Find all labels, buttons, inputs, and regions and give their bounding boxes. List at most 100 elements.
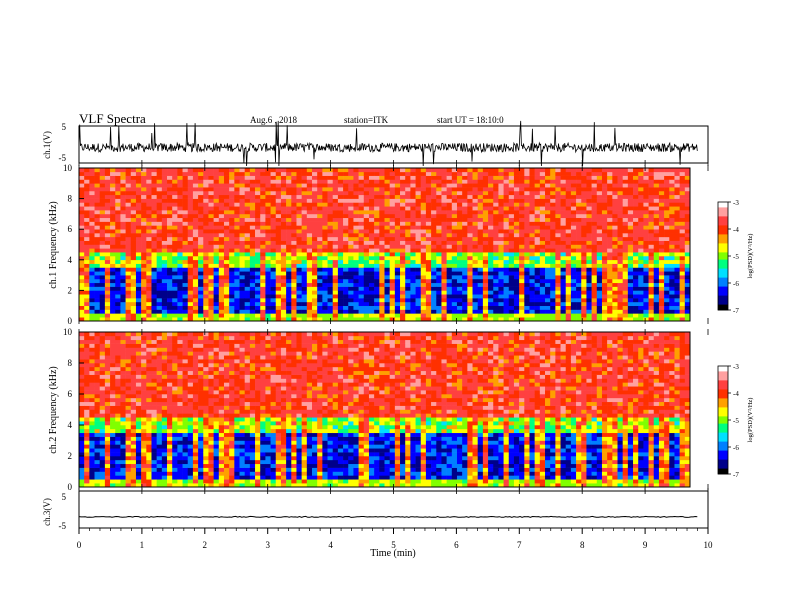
ch1-spectrogram-cell — [255, 267, 261, 272]
ch1-spectrogram-cell — [327, 244, 334, 249]
ch1-spectrogram-cell — [358, 183, 365, 188]
ch1-spectrogram-cell — [394, 317, 401, 322]
ch2-spectrogram-cell — [79, 351, 85, 356]
ch1-spectrogram-cell — [565, 282, 572, 287]
ch1-spectrogram-cell — [513, 267, 520, 272]
ch1-spectrogram-cell — [534, 271, 541, 276]
ch1-spectrogram-cell — [550, 171, 556, 176]
ch1-spectrogram-cell — [570, 267, 577, 272]
ch1-spectrogram-cell — [187, 225, 194, 230]
ch1-spectrogram-cell — [415, 271, 422, 276]
ch1-spectrogram-cell — [322, 179, 328, 184]
ch1-spectrogram-cell — [110, 255, 116, 261]
ch1-spectrogram-cell — [135, 282, 142, 287]
ch1-spectrogram-cell — [265, 240, 271, 245]
ch1-spectrogram-cell — [125, 294, 132, 299]
ch1-spectrogram-cell — [420, 221, 427, 226]
ch1-spectrogram-cell — [472, 286, 479, 291]
ch1-spectrogram-cell — [534, 183, 541, 188]
ch2-spectrogram-cell — [79, 359, 85, 364]
ch1-spectrogram-cell — [84, 317, 90, 322]
ch1-spectrogram-cell — [633, 244, 639, 249]
ch1-spectrogram-cell — [612, 248, 618, 253]
ch1-spectrogram-cell — [115, 259, 121, 264]
ch1-spectrogram-cell — [456, 244, 463, 249]
ch1-spectrogram-cell — [679, 190, 686, 196]
ch1-spectrogram-cell — [441, 298, 447, 303]
ch1-spectrogram-cell — [358, 275, 365, 280]
ch1-spectrogram-cell — [555, 190, 561, 196]
ch1-spectrogram-cell — [260, 221, 266, 226]
ch1-spectrogram-cell — [519, 313, 525, 318]
ch1-spectrogram-cell — [684, 221, 691, 226]
ch1-spectrogram-cell — [389, 221, 396, 226]
ch1-spectrogram-cell — [244, 271, 251, 276]
ch1-spectrogram-cell — [135, 271, 142, 276]
ch2-spectrogram-cell — [89, 359, 95, 364]
ch1-spectrogram-cell — [115, 317, 121, 322]
ch1-spectrogram-cell — [513, 255, 520, 261]
ch1-spectrogram-cell — [488, 179, 494, 184]
ch1-spectrogram-cell — [104, 255, 111, 261]
ch1-spectrogram-cell — [612, 229, 618, 234]
ch1-spectrogram-cell — [368, 171, 375, 176]
ch1-spectrogram-cell — [560, 278, 567, 284]
ch1-spectrogram-cell — [291, 171, 297, 176]
ch1-spectrogram-cell — [576, 278, 582, 284]
ch1-spectrogram-cell — [586, 278, 592, 284]
ch1-spectrogram-cell — [151, 309, 157, 314]
ch1-spectrogram-cell — [394, 221, 401, 226]
ch1-spectrogram-cell — [306, 248, 313, 253]
ch1-spectrogram-cell — [472, 210, 479, 215]
ch1-spectrogram-cell — [513, 294, 520, 299]
ch1-spectrogram-cell — [255, 305, 261, 310]
ch1-spectrogram-cell — [312, 317, 318, 322]
ch1-spectrogram-cell — [374, 305, 380, 310]
ch1-spectrogram-cell — [607, 225, 613, 230]
ch1-spectrogram-cell — [332, 183, 339, 188]
ch1-spectrogram-cell — [508, 183, 515, 188]
ch1-spectrogram-cell — [286, 183, 292, 188]
ch1-spectrogram-cell — [223, 286, 230, 291]
ch1-spectrogram-cell — [363, 225, 370, 230]
ch1-spectrogram-cell — [472, 317, 479, 322]
ch1-spectrogram-cell — [617, 194, 623, 199]
ch1-spectrogram-cell — [560, 271, 567, 276]
ch1-spectrogram-cell — [405, 248, 411, 253]
ch1-spectrogram-cell — [291, 294, 297, 299]
ch1-spectrogram-cell — [472, 240, 479, 245]
ch1-spectrogram-cell — [244, 252, 251, 257]
ch1-spectrogram-cell — [394, 267, 401, 272]
ch1-spectrogram-cell — [110, 202, 116, 207]
ch1-spectrogram-cell — [503, 259, 510, 264]
ch1-spectrogram-cell — [249, 202, 256, 207]
ch1-spectrogram-cell — [348, 263, 354, 268]
ch1-spectrogram-cell — [534, 282, 541, 287]
ch1-spectrogram-cell — [94, 194, 101, 199]
ch1-spectrogram-cell — [94, 229, 101, 234]
ch1-spectrogram-cell — [280, 290, 287, 295]
ch1-spectrogram-cell — [472, 198, 479, 203]
ch1-spectrogram-cell — [384, 233, 390, 238]
ch1-spectrogram-cell — [368, 202, 375, 207]
ch1-spectrogram-cell — [529, 248, 535, 253]
ch1-spectrogram-cell — [658, 305, 665, 310]
ch1-spectrogram-cell — [643, 217, 649, 222]
ch1-spectrogram-cell — [218, 221, 225, 226]
ch1-spectrogram-cell — [286, 210, 292, 215]
ch1-spectrogram-cell — [658, 271, 665, 276]
ch1-spectrogram-cell — [84, 309, 90, 314]
ch1-spectrogram-cell — [456, 263, 463, 268]
ch1-spectrogram-cell — [451, 248, 458, 253]
ch1-spectrogram-cell — [591, 225, 598, 230]
ch1-spectrogram-cell — [94, 244, 101, 249]
ch1-spectrogram-cell — [477, 244, 484, 249]
ch1-spectrogram-cell — [312, 175, 318, 180]
ch1-spectrogram-cell — [451, 286, 458, 291]
ch1-spectrogram-cell — [156, 190, 163, 196]
ch1-spectrogram-cell — [389, 168, 396, 173]
ch1-spectrogram-cell — [244, 210, 251, 215]
ch1-spectrogram-cell — [648, 294, 655, 299]
ch1-spectrogram-cell — [565, 275, 572, 280]
ch1-spectrogram-cell — [601, 194, 608, 199]
